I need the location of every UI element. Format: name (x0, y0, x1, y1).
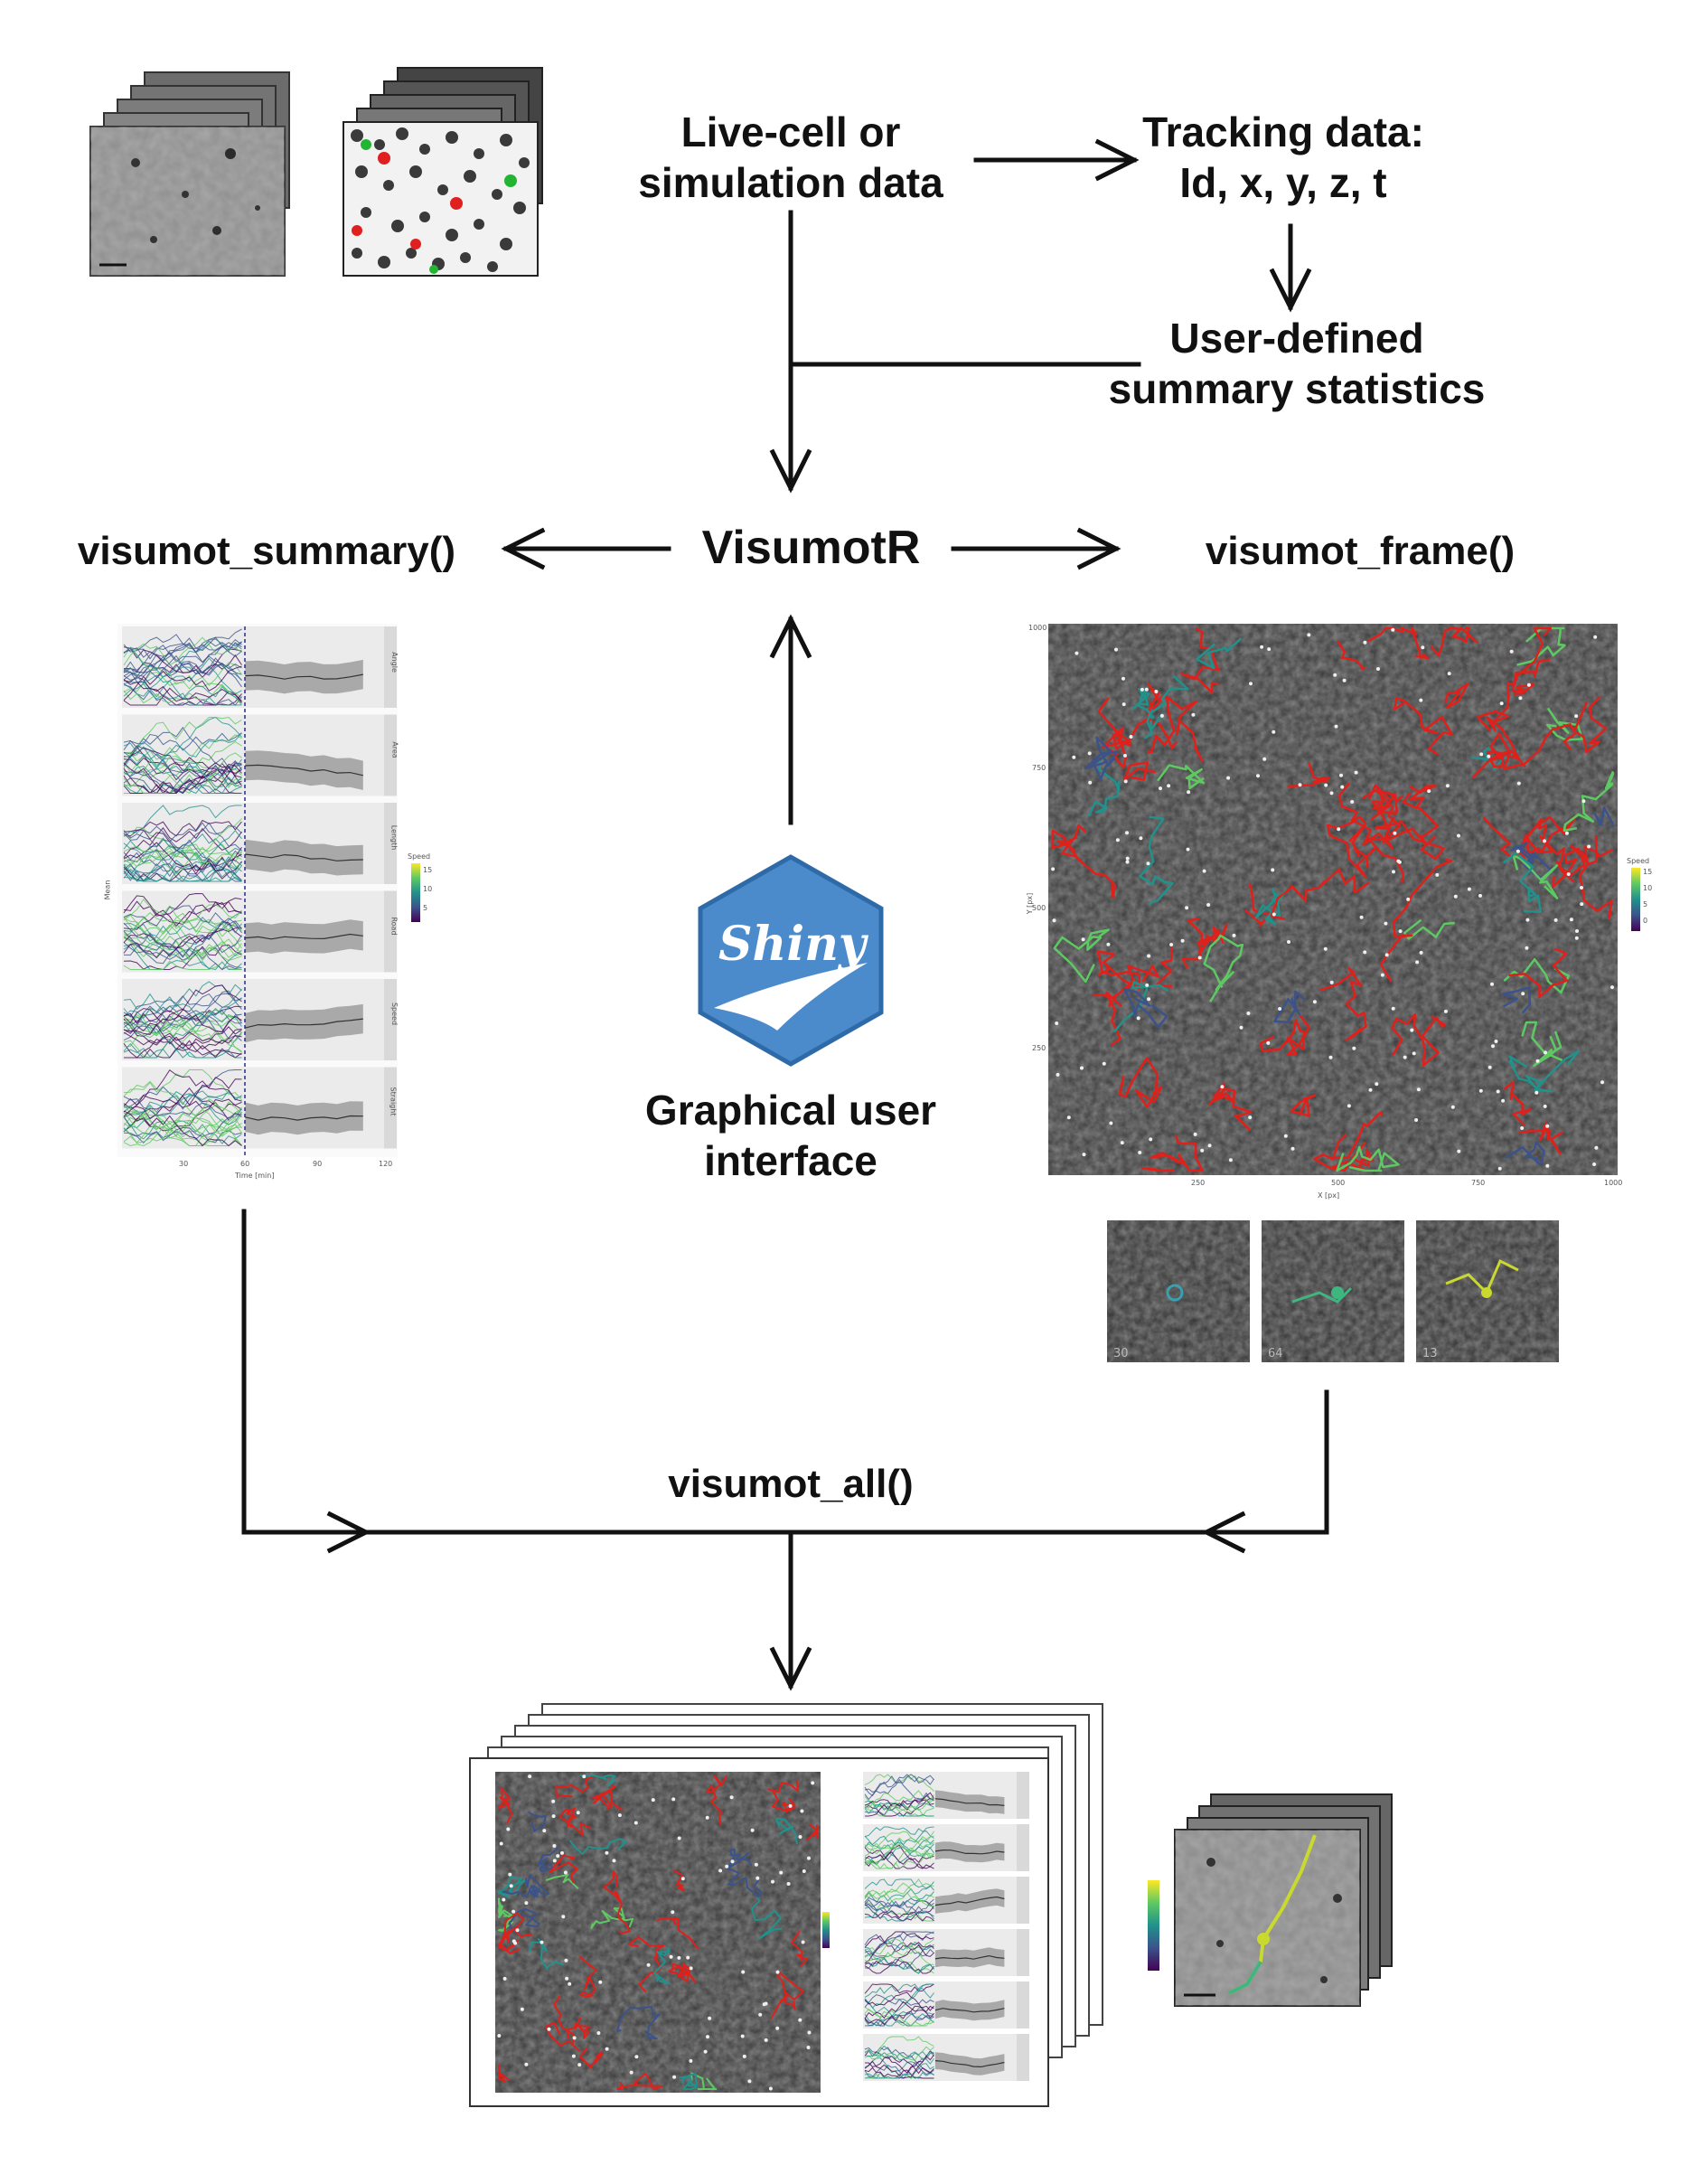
frame-y-tick: 500 (1032, 904, 1046, 912)
frame-x-tick: 750 (1471, 1179, 1486, 1187)
frame-legend-title: Speed (1627, 857, 1650, 865)
microscopy-image-stack (89, 71, 290, 277)
source-data-label: Live-cell or simulation data (638, 108, 943, 206)
summary-y-axis-label: Mean (103, 880, 112, 900)
facet-label: Straight (389, 1087, 398, 1116)
summary-legend-tick: 5 (423, 904, 428, 912)
output-microscopy-stack (1148, 1793, 1393, 2007)
facet-label: Angle (389, 652, 399, 673)
frame-plot (1048, 624, 1640, 1175)
frame-y-tick: 250 (1032, 1044, 1046, 1052)
facet-label: Speed (390, 1002, 399, 1026)
summary-x-tick: 30 (179, 1160, 189, 1168)
output-legend-bar (1148, 1880, 1159, 1971)
thumbnail-frame-number: 30 (1113, 1347, 1129, 1360)
output-frame-stack (469, 1703, 1103, 2107)
summary-plot (117, 624, 420, 1157)
tracking-data-label: Tracking data: Id, x, y, z, t (1142, 108, 1424, 206)
segmentation-image-stack (343, 67, 543, 277)
frame-x-tick: 250 (1191, 1179, 1206, 1187)
frame-y-tick: 1000 (1028, 624, 1047, 632)
frame-x-tick: 500 (1331, 1179, 1346, 1187)
frame-legend-tick: 5 (1643, 900, 1648, 908)
visumotr-label: VisumotR (701, 522, 921, 574)
frame-legend-tick: 10 (1643, 884, 1653, 892)
visumot-all-label: visumot_all() (668, 1462, 914, 1506)
shiny-logo (698, 854, 884, 1067)
frame-y-tick: 750 (1032, 764, 1046, 772)
frame-x-tick: 1000 (1604, 1179, 1623, 1187)
visumot-summary-label: visumot_summary() (77, 529, 456, 573)
gui-label: Graphical user interface (644, 1087, 937, 1184)
summary-x-tick: 120 (379, 1160, 393, 1168)
summary-legend-tick: 15 (423, 866, 433, 874)
summary-x-tick: 90 (313, 1160, 323, 1168)
facet-label: Road (389, 917, 399, 936)
frame-legend-bar (1631, 868, 1640, 931)
visumot-frame-label: visumot_frame() (1205, 529, 1516, 573)
summary-x-axis-label: Time [min] (235, 1172, 275, 1180)
frame-x-axis-label: X [px] (1318, 1191, 1340, 1200)
user-statistics-label: User-defined summary statistics (1108, 315, 1486, 412)
facet-label: Area (390, 741, 399, 758)
summary-legend-tick: 10 (423, 885, 433, 893)
shiny-logo-text: Shiny (718, 917, 867, 972)
summary-legend-title: Speed (408, 852, 431, 861)
flow-arrows (241, 138, 1329, 1691)
summary-x-tick: 60 (240, 1160, 250, 1168)
thumbnail-frame-number: 64 (1268, 1347, 1283, 1360)
frame-thumbnails (1107, 1220, 1559, 1362)
facet-label: Length (389, 824, 399, 851)
frame-legend-tick: 15 (1643, 868, 1653, 876)
thumbnail-frame-number: 13 (1422, 1347, 1438, 1360)
frame-legend-tick: 0 (1643, 917, 1648, 925)
summary-legend-bar (411, 863, 420, 922)
